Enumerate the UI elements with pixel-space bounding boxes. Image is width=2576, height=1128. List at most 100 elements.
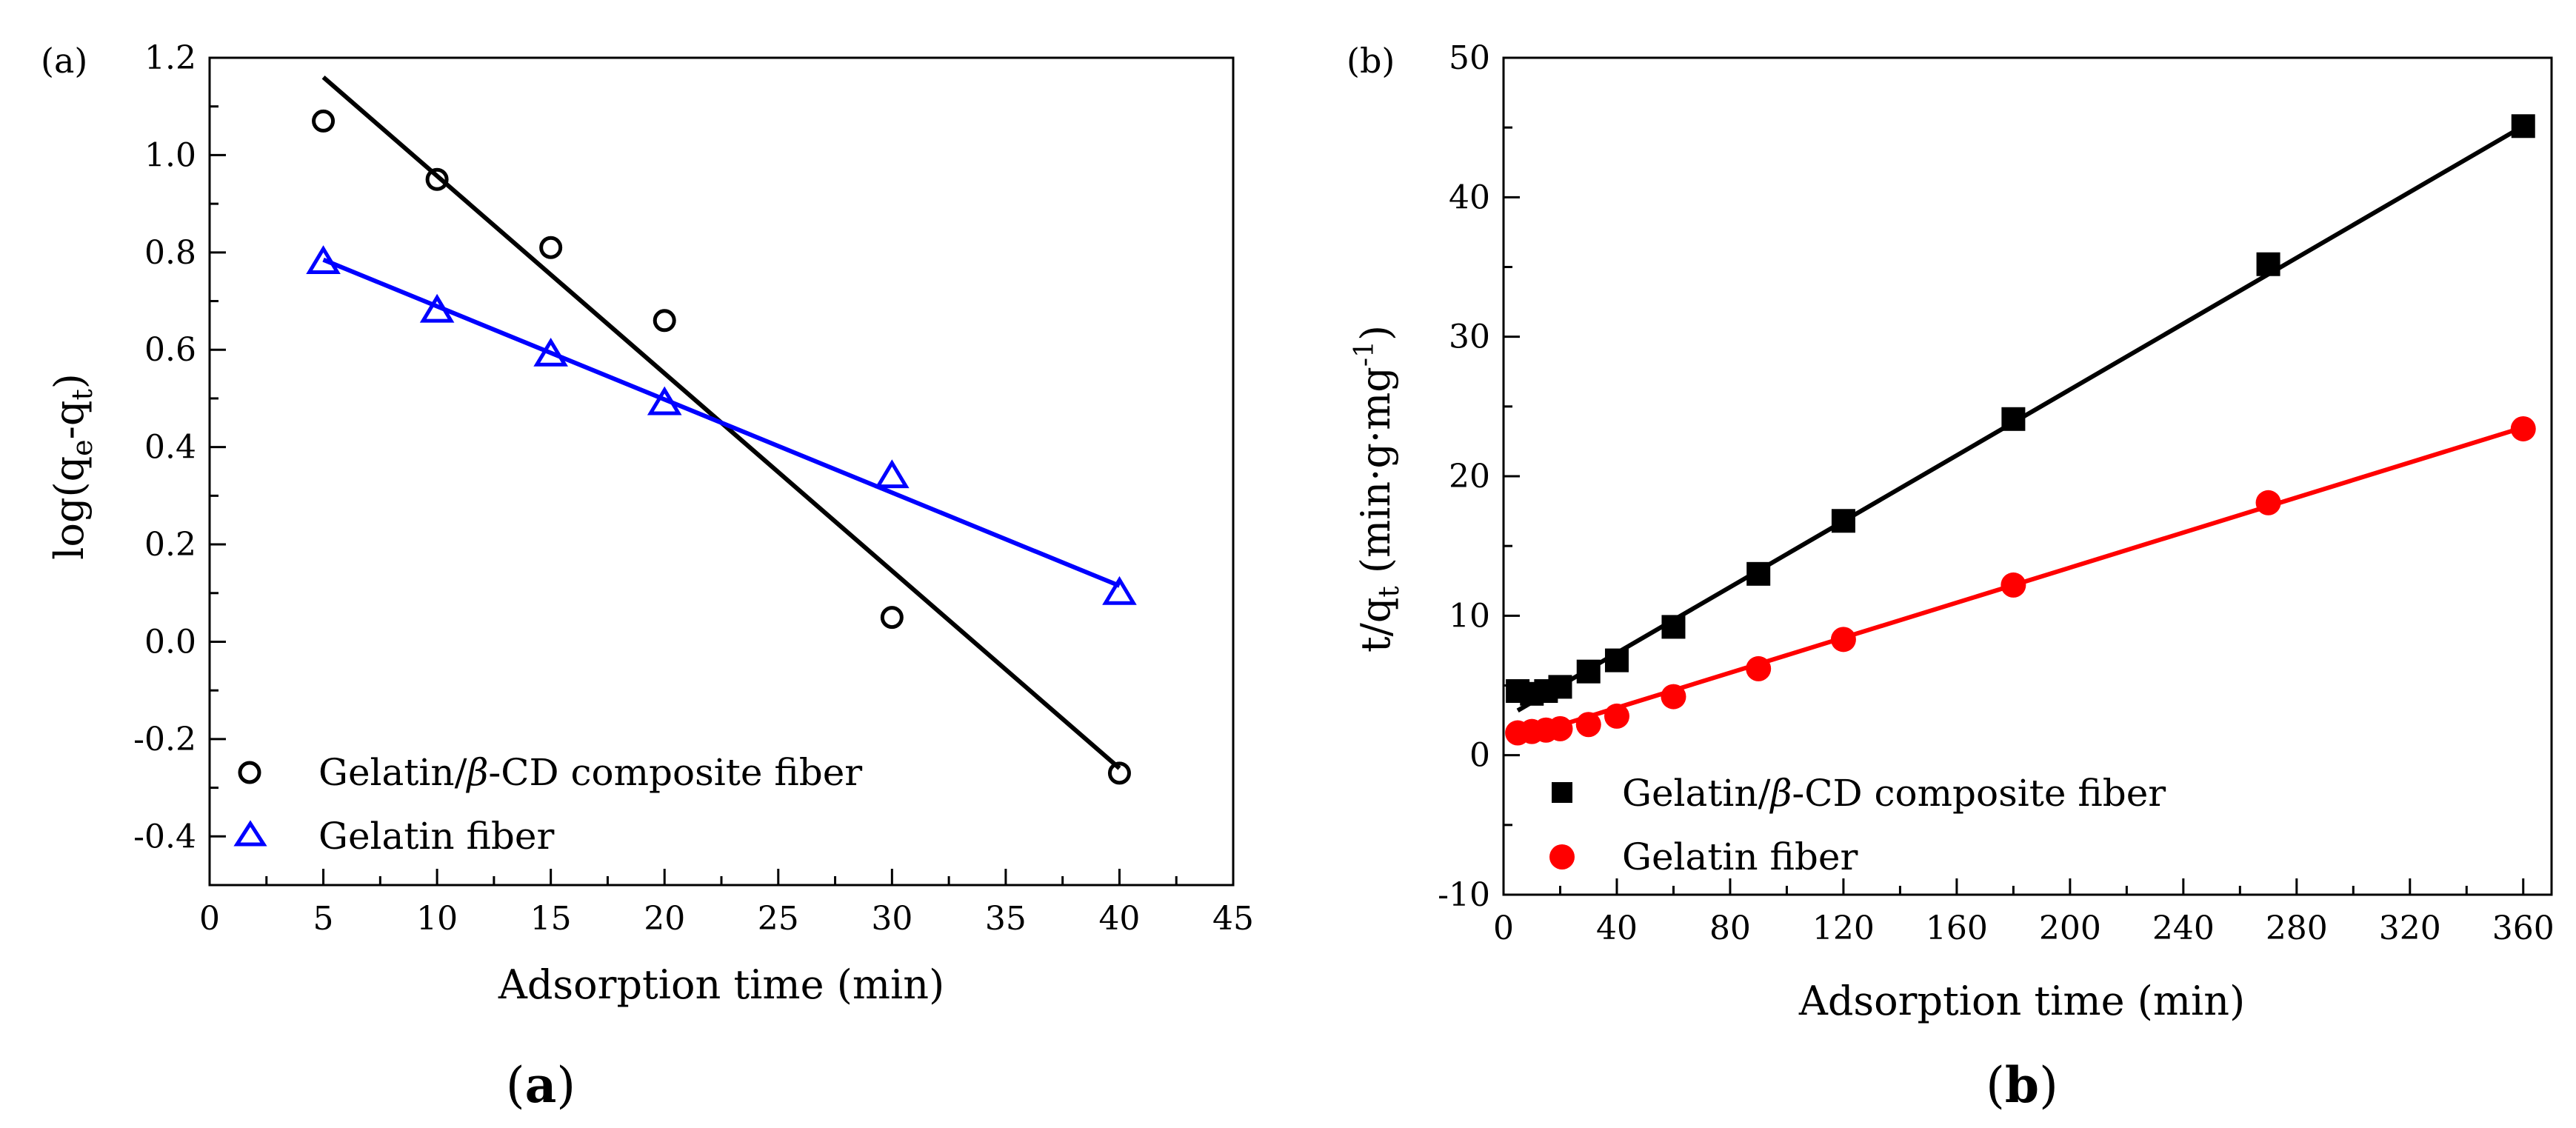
y-tick-label: 0.2 — [144, 526, 196, 564]
data-point-series-1 — [875, 459, 910, 489]
x-tick-label: 120 — [1812, 910, 1875, 947]
legend-entry-composite: Gelatin/β-CD composite fiber — [238, 751, 862, 794]
data-point-series-1 — [533, 337, 568, 367]
y-tick-label: 0.6 — [144, 331, 196, 369]
data-point-series-1 — [1575, 712, 1601, 738]
y-tick-label: -10 — [1438, 876, 1490, 914]
data-point-series-1 — [2001, 572, 2026, 598]
x-tick-label: 0 — [199, 900, 220, 938]
panel-b-data-points — [1505, 114, 2536, 746]
data-point-series-0 — [2256, 252, 2280, 276]
panel-a-y-axis-title: log(qe-qt) — [46, 373, 99, 560]
y-tick-label: 20 — [1449, 458, 1490, 495]
data-point-series-1 — [2510, 416, 2536, 441]
data-point-series-1 — [306, 245, 341, 274]
data-point-series-0 — [1548, 675, 1572, 699]
legend-label-composite: Gelatin/β-CD composite fiber — [318, 751, 862, 794]
panel-a-chart: (a) 0 5 10 15 20 25 30 35 40 45-0.4-0.20.00.20.40… — [41, 39, 1254, 1114]
caption-b: (b) — [1986, 1056, 2058, 1114]
data-point-series-1 — [2255, 490, 2281, 515]
x-tick-label: 40 — [1596, 910, 1638, 947]
data-point-series-0 — [653, 309, 676, 333]
data-point-series-1 — [1604, 703, 1629, 729]
legend-entry-gelatin: Gelatin fiber — [233, 815, 554, 858]
legend-marker-open-triangle — [233, 820, 267, 847]
data-point-series-1 — [1547, 715, 1573, 741]
panel-b-fit-lines — [1516, 124, 2525, 741]
x-tick-label: 160 — [1926, 910, 1988, 947]
x-tick-label: 25 — [758, 900, 799, 938]
x-tick-label: 80 — [1709, 910, 1751, 947]
y-tick-label: 0.8 — [144, 234, 196, 272]
x-tick-label: 200 — [2039, 910, 2101, 947]
y-tick-label: 0.0 — [144, 623, 196, 661]
legend-entry-composite: Gelatin/β-CD composite fiber — [1552, 772, 2166, 815]
data-point-series-0 — [1576, 659, 1601, 684]
y-tick-label: 30 — [1449, 318, 1490, 356]
y-tick-label: 1.0 — [144, 136, 196, 174]
data-point-series-0 — [1107, 761, 1131, 785]
x-tick-label: 45 — [1212, 900, 1254, 938]
x-tick-label: 240 — [2152, 910, 2215, 947]
legend-label-composite: Gelatin/β-CD composite fiber — [1622, 772, 2166, 815]
data-point-series-0 — [2511, 114, 2535, 139]
panel-a-fit-lines — [321, 76, 1121, 770]
y-tick-label: -0.2 — [133, 721, 196, 758]
x-tick-label: 30 — [871, 900, 912, 938]
panel-a-ticks — [208, 56, 1235, 885]
y-tick-label: -0.4 — [133, 818, 196, 855]
panel-b-chart: (b) 0 40 80 120 160 200 240 280 320 360-100102030… — [1347, 39, 2555, 1114]
y-tick-label: 10 — [1449, 597, 1490, 635]
x-tick-label: 280 — [2266, 910, 2328, 947]
data-point-series-0 — [312, 109, 336, 133]
x-tick-label: 0 — [1493, 910, 1514, 947]
x-tick-label: 40 — [1098, 900, 1140, 938]
data-point-series-0 — [1661, 615, 1686, 639]
data-point-series-0 — [1746, 561, 1771, 586]
panel-a-legend: Gelatin/β-CD composite fiber Gelatin fib… — [233, 751, 862, 858]
data-point-series-0 — [1604, 648, 1629, 673]
legend-marker-open-circle — [238, 761, 261, 784]
panel-b-plot-frame — [1502, 56, 2553, 896]
legend-entry-gelatin: Gelatin fiber — [1549, 835, 1858, 878]
x-tick-label: 20 — [644, 900, 685, 938]
legend-label-gelatin: Gelatin fiber — [318, 815, 554, 858]
data-point-series-1 — [647, 386, 682, 416]
data-point-series-0 — [1831, 509, 1855, 533]
panel-b-y-axis-title: t/qt (min·g·mg-1) — [1349, 325, 1405, 653]
data-point-series-0 — [539, 236, 563, 259]
fit-line-series-1 — [322, 257, 1121, 588]
caption-a: (a) — [506, 1056, 575, 1114]
x-tick-label: 35 — [985, 900, 1027, 938]
legend-marker-filled-circle — [1549, 844, 1575, 870]
legend-label-gelatin: Gelatin fiber — [1622, 835, 1858, 878]
data-point-series-1 — [1102, 575, 1137, 605]
data-point-series-1 — [419, 293, 455, 323]
data-point-series-0 — [425, 167, 449, 191]
panel-b-legend: Gelatin/β-CD composite fiber Gelatin fib… — [1549, 772, 2166, 878]
y-tick-label: 0.4 — [144, 429, 196, 467]
x-tick-label: 360 — [2492, 910, 2555, 947]
data-point-series-0 — [2001, 407, 2026, 431]
panel-a-tick-labels: 0 5 10 15 20 25 30 35 40 45 -0.4 -0.2 0.0 0.2 0.4 0.6 0.… — [133, 39, 1254, 938]
x-tick-label: 5 — [313, 900, 334, 938]
x-tick-label: 10 — [416, 900, 458, 938]
panel-b-x-axis-title: Adsorption time (min) — [1798, 978, 2245, 1024]
panel-b-ticks — [1502, 56, 2525, 896]
legend-marker-filled-square — [1552, 782, 1572, 803]
y-tick-label: 0 — [1469, 737, 1490, 775]
y-tick-label: 40 — [1449, 178, 1490, 216]
panel-b-tag: (b) — [1347, 41, 1395, 81]
data-point-series-1 — [1830, 627, 1856, 653]
x-tick-label: 320 — [2379, 910, 2441, 947]
panel-a-x-axis-title: Adsorption time (min) — [498, 961, 944, 1008]
panel-a-tag: (a) — [41, 41, 87, 81]
y-tick-label: 50 — [1449, 39, 1490, 77]
y-tick-label: 1.2 — [144, 39, 196, 77]
x-tick-label: 15 — [530, 900, 572, 938]
panel-a-data-points — [306, 109, 1137, 785]
panel-a-plot-frame — [208, 56, 1235, 887]
data-point-series-0 — [880, 606, 904, 630]
